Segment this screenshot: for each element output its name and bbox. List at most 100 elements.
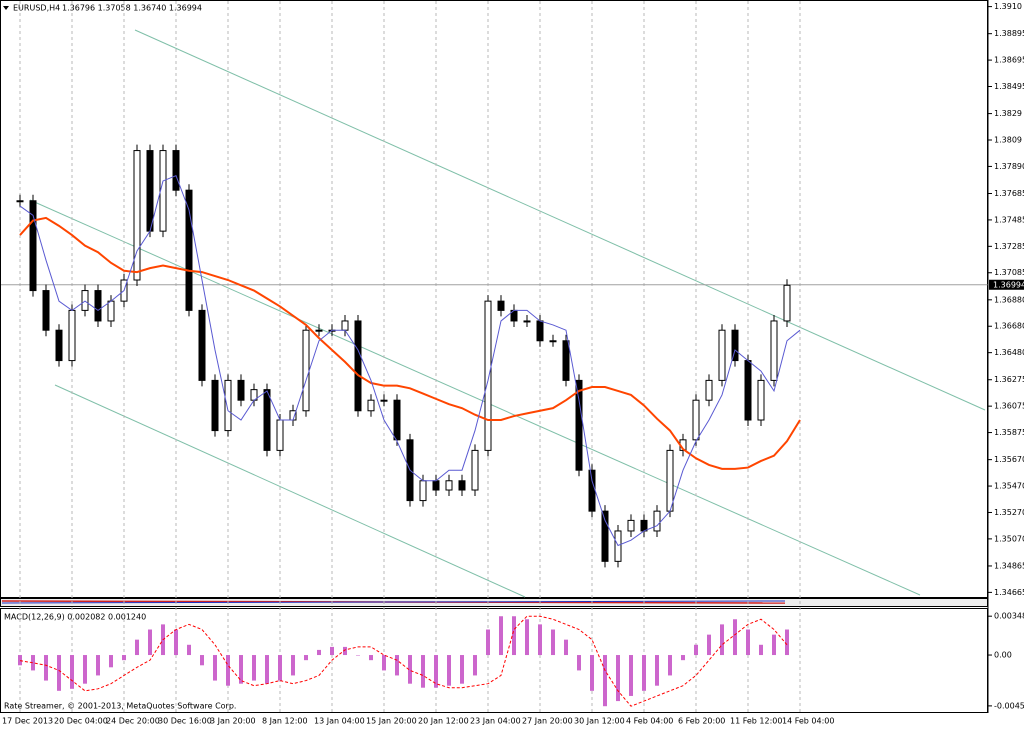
y-tick-label: 1.36680	[994, 322, 1024, 331]
macd-title: MACD(12,26,9) 0.002082 0.001240	[4, 613, 146, 622]
candle	[367, 399, 375, 412]
x-tick-label: 30 Jan 12:00	[574, 717, 625, 726]
x-tick-label: 15 Jan 20:00	[366, 717, 417, 726]
candle	[172, 150, 180, 191]
y-tick-label: 1.35070	[994, 534, 1024, 543]
macd-bar	[83, 655, 87, 684]
macd-bar	[57, 655, 61, 691]
candle	[146, 150, 154, 232]
candle	[432, 480, 440, 491]
candle	[575, 379, 583, 471]
footer: Rate Streamer, © 2001-2013, MetaQuotes S…	[4, 702, 236, 711]
candle	[211, 379, 219, 432]
macd-bar	[538, 624, 542, 656]
macd-bar	[759, 644, 763, 656]
macd-bar	[421, 655, 425, 688]
candle	[614, 530, 622, 562]
macd-bar	[239, 655, 243, 684]
macd-bar	[343, 646, 347, 656]
y-tick-label: 1.38495	[994, 82, 1024, 91]
x-tick-label: 6 Feb 20:00	[678, 717, 725, 726]
candle	[757, 379, 765, 421]
candle	[731, 329, 739, 362]
macd-bar	[460, 655, 464, 684]
macd-bar	[733, 619, 737, 656]
macd-bar	[603, 655, 607, 707]
macd-bar	[135, 639, 139, 656]
candle	[198, 309, 206, 381]
candle	[640, 519, 648, 532]
current-price-label: 1.36994	[993, 280, 1024, 289]
macd-bar	[525, 619, 529, 656]
x-tick-label: 14 Feb 04:00	[782, 717, 834, 726]
candle	[419, 480, 427, 502]
macd-bar	[694, 644, 698, 656]
y-tick-label: -0.004562	[994, 701, 1024, 710]
y-tick-label: 1.37285	[994, 242, 1024, 251]
y-tick-label: 1.38695	[994, 56, 1024, 65]
y-tick-label: 1.35670	[994, 455, 1024, 464]
macd-bar	[577, 655, 581, 671]
candle	[29, 200, 37, 292]
macd-bar	[642, 655, 646, 691]
y-tick-label: 1.36880	[994, 295, 1024, 304]
macd-bar	[330, 646, 334, 656]
y-tick-label: 1.34665	[994, 588, 1024, 597]
macd-bar	[655, 655, 659, 686]
ohlc: 1.36796 1.37058 1.36740 1.36994	[62, 4, 202, 13]
y-tick-label: 1.3829	[994, 109, 1022, 118]
macd-bar	[187, 644, 191, 656]
macd-bar	[720, 624, 724, 656]
candle	[341, 320, 349, 331]
x-tick-label: 17 Dec 2013	[2, 717, 53, 726]
x-tick-label: 8 Jan 12:00	[262, 717, 308, 726]
y-tick-label: 1.3910	[994, 2, 1022, 11]
y-tick-label: 0.00	[994, 651, 1012, 660]
macd-bar	[434, 655, 438, 688]
candle	[705, 379, 713, 401]
candle	[601, 510, 609, 562]
macd-bar	[96, 655, 100, 676]
channel-line	[134, 29, 986, 411]
macd-bar	[356, 655, 360, 656]
macd-bar	[265, 655, 269, 684]
candle	[588, 469, 596, 512]
candle	[393, 399, 401, 441]
macd-bar	[291, 655, 295, 676]
macd-bar	[408, 655, 412, 684]
candle	[185, 189, 193, 311]
macd-bar	[395, 655, 399, 676]
channel-line	[54, 384, 526, 598]
candle	[562, 340, 570, 381]
candle	[497, 300, 505, 311]
candle	[523, 320, 531, 323]
candle	[81, 290, 89, 311]
macd-bar	[499, 616, 503, 656]
channel-line	[29, 199, 921, 596]
macd-bar	[317, 649, 321, 656]
candle	[471, 449, 479, 491]
macd-bar	[148, 629, 152, 656]
candle	[133, 150, 141, 281]
candle	[653, 510, 661, 532]
macd-bar	[746, 629, 750, 656]
macd-bar	[707, 634, 711, 656]
macd-bar	[681, 655, 685, 661]
candle	[666, 449, 674, 512]
candle	[224, 379, 232, 432]
y-tick-label: 1.35470	[994, 482, 1024, 491]
current-price-box	[989, 279, 1024, 290]
dropdown-icon	[3, 6, 9, 10]
x-tick-label: 13 Jan 04:00	[314, 717, 365, 726]
macd-bar	[44, 655, 48, 681]
y-tick-label: 1.37085	[994, 268, 1024, 277]
candle	[783, 284, 791, 322]
candle	[744, 360, 752, 421]
macd-bar	[668, 655, 672, 676]
macd-bar	[18, 655, 22, 666]
x-tick-label: 30 Dec 16:00	[158, 717, 212, 726]
macd-bar	[564, 639, 568, 656]
candle	[354, 320, 362, 412]
y-tick-label: 1.36480	[994, 348, 1024, 357]
